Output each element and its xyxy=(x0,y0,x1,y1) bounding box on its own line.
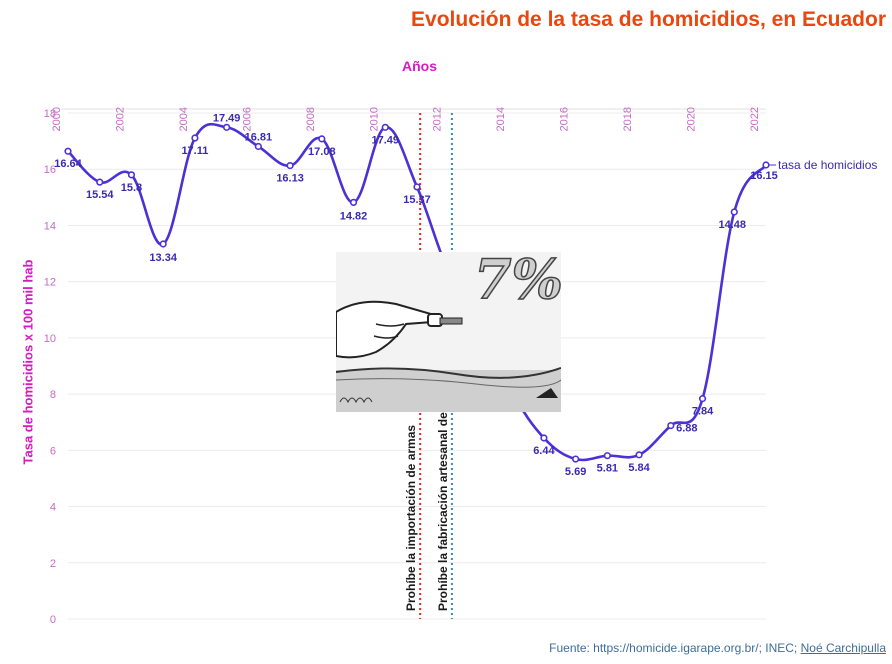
data-point xyxy=(413,183,421,191)
x-tick-label: 2022 xyxy=(749,107,761,131)
data-point xyxy=(318,135,326,143)
data-series xyxy=(64,122,770,463)
value-label: 15.8 xyxy=(121,182,142,194)
chart-title: Evolución de la tasa de homicidios, en E… xyxy=(411,8,886,31)
x-tick-labels: 2000 2002 2004 2006 2008 2010 2012 2014 2016 2018… xyxy=(51,107,761,131)
value-label: 14.48 xyxy=(719,219,747,231)
value-label: 15.54 xyxy=(86,189,114,201)
data-point xyxy=(286,161,294,170)
data-point xyxy=(698,395,707,403)
data-point xyxy=(635,451,643,459)
y-tick-label: 10 xyxy=(44,333,56,345)
x-axis-title: Años xyxy=(402,58,437,74)
x-tick-label: 2006 xyxy=(241,107,253,131)
data-point xyxy=(191,134,199,142)
y-tick-label: 8 xyxy=(50,389,56,401)
y-tick-labels: 0 2 4 6 8 10 12 14 16 18 xyxy=(44,108,56,626)
x-tick-label: 2014 xyxy=(495,107,507,131)
x-tick-label: 2012 xyxy=(432,107,444,131)
value-label: 5.69 xyxy=(565,466,586,478)
x-tick-label: 2018 xyxy=(622,107,634,131)
cartoon-illustration: 7% xyxy=(336,252,561,412)
y-tick-label: 2 xyxy=(50,558,56,570)
data-point xyxy=(603,452,611,460)
value-label: 13.34 xyxy=(149,252,177,264)
event-label: Prohíbe la fabricación artesanal de arma… xyxy=(436,373,450,611)
data-point xyxy=(730,208,738,216)
cartoon-percent-text: 7% xyxy=(474,252,561,311)
x-tick-label: 2008 xyxy=(305,107,317,131)
value-label: 6.44 xyxy=(533,445,555,457)
source-footer: Fuente: https://homicide.igarape.org.br/… xyxy=(549,641,886,655)
y-tick-label: 6 xyxy=(50,445,56,457)
value-label: 5.81 xyxy=(597,463,618,475)
x-tick-label: 2010 xyxy=(368,107,380,131)
x-tick-label: 2016 xyxy=(559,107,571,131)
data-point xyxy=(127,171,136,179)
data-point xyxy=(349,198,358,206)
data-point xyxy=(96,178,104,186)
event-markers: Prohíbe la importación de armas Prohíbe l… xyxy=(404,113,453,619)
y-tick-label: 4 xyxy=(50,502,56,514)
data-point xyxy=(381,123,389,131)
data-point xyxy=(159,240,167,248)
value-label: 17.49 xyxy=(372,134,400,146)
data-point xyxy=(540,434,548,442)
y-tick-label: 14 xyxy=(44,220,56,232)
value-label: 14.82 xyxy=(340,210,368,222)
series-name-label: tasa de homicidios xyxy=(778,158,877,172)
value-label: 17.08 xyxy=(308,146,336,158)
x-tick-label: 2000 xyxy=(51,107,63,131)
value-label: 16.13 xyxy=(276,173,304,185)
value-label: 7.84 xyxy=(692,406,714,418)
data-point xyxy=(254,142,262,151)
x-tick-label: 2020 xyxy=(686,107,698,131)
value-label: 6.88 xyxy=(676,423,697,435)
y-tick-label: 18 xyxy=(44,108,56,120)
source-text: Fuente: https://homicide.igarape.org.br/… xyxy=(549,641,798,655)
value-label: 17.11 xyxy=(181,145,208,157)
value-label: 5.84 xyxy=(628,462,650,474)
gridlines xyxy=(62,108,766,620)
value-label: 15.37 xyxy=(403,194,431,206)
data-point xyxy=(572,455,580,463)
value-label: 16.64 xyxy=(54,158,82,170)
data-point xyxy=(223,123,231,131)
data-point xyxy=(667,421,675,430)
data-point xyxy=(64,147,72,155)
y-tick-label: 12 xyxy=(44,277,56,289)
value-label: 16.15 xyxy=(750,170,778,182)
value-label: 17.49 xyxy=(213,112,241,124)
author-link[interactable]: Noé Carchipulla xyxy=(800,641,886,655)
event-label: Prohíbe la importación de armas xyxy=(404,425,418,611)
x-tick-label: 2004 xyxy=(178,107,190,131)
y-tick-label: 0 xyxy=(50,614,56,626)
value-label: 16.81 xyxy=(245,131,273,143)
data-point xyxy=(762,161,770,169)
y-tick-label: 16 xyxy=(44,164,56,176)
x-tick-label: 2002 xyxy=(114,107,126,131)
